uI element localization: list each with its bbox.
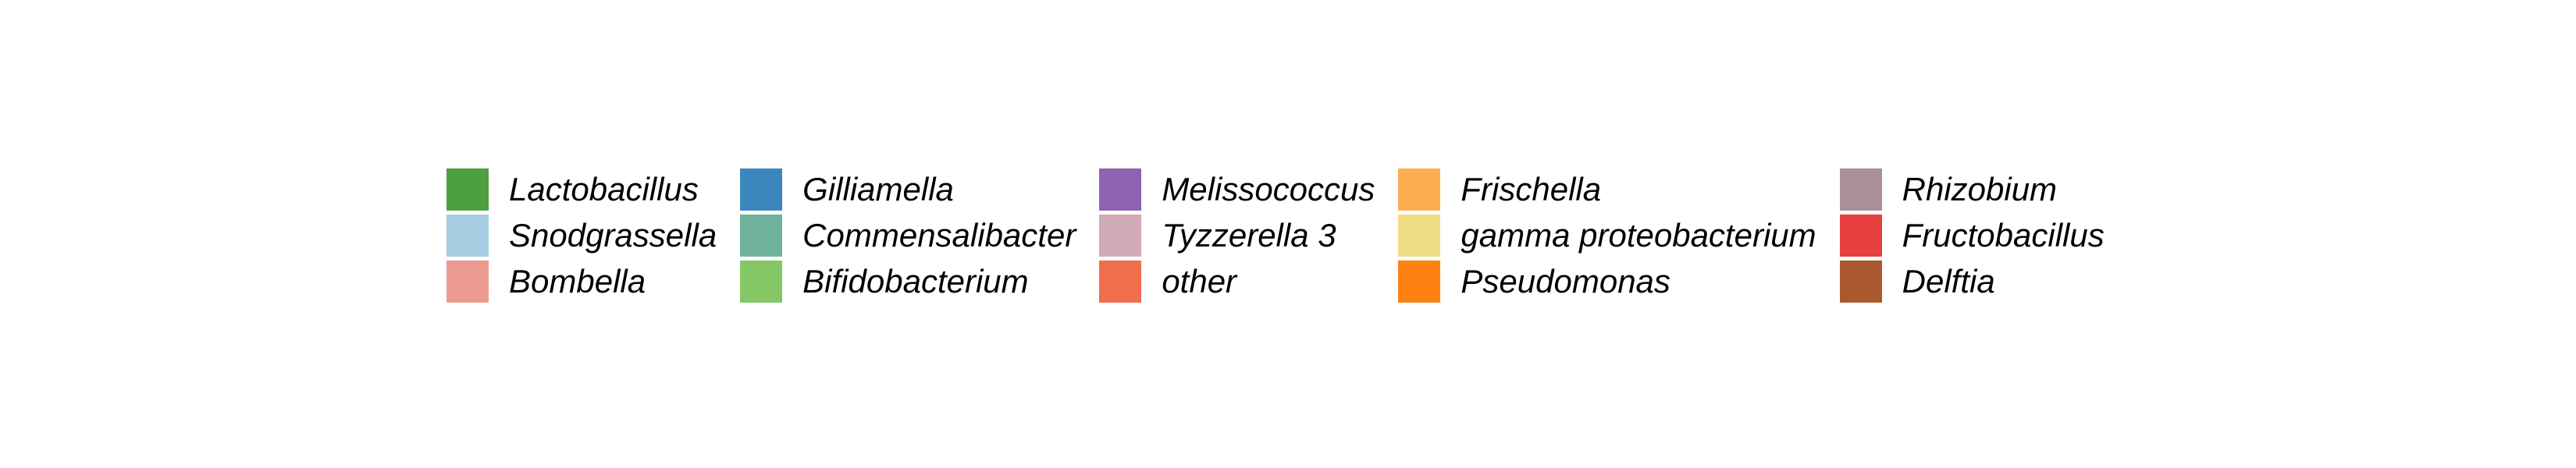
legend-swatch <box>1398 261 1441 303</box>
legend-label: Melissococcus <box>1162 171 1375 207</box>
legend-swatch <box>1099 168 1142 211</box>
legend-label: Fructobacillus <box>1902 217 2105 254</box>
legend-item: Melissococcus <box>1099 167 1375 212</box>
legend-label: Bombella <box>509 263 646 300</box>
legend-column: Frischella gamma proteobacterium Pseudomon… <box>1398 167 1816 305</box>
legend-item: Tyzzerella 3 <box>1099 213 1375 258</box>
legend-swatch <box>740 214 783 257</box>
legend-label: other <box>1162 263 1237 300</box>
legend-item: Delftia <box>1839 259 2105 304</box>
legend-column: Melissococcus Tyzzerella 3 other <box>1099 167 1375 305</box>
legend-label: Snodgrassella <box>509 217 717 254</box>
legend-item: Pseudomonas <box>1398 259 1816 304</box>
legend-item: gamma proteobacterium <box>1398 213 1816 258</box>
legend-label: Commensalibacter <box>802 217 1076 254</box>
legend-column: Lactobacillus Snodgrassella Bombella <box>447 167 717 305</box>
legend-label: Delftia <box>1902 263 1995 300</box>
legend-swatch <box>1099 214 1142 257</box>
legend-item: Lactobacillus <box>447 167 717 212</box>
legend-swatch <box>740 168 783 211</box>
legend-item: Gilliamella <box>740 167 1076 212</box>
legend-item: Fructobacillus <box>1839 213 2105 258</box>
legend-item: Frischella <box>1398 167 1816 212</box>
legend-column: Rhizobium Fructobacillus Delftia <box>1839 167 2105 305</box>
legend-label: Tyzzerella 3 <box>1162 217 1336 254</box>
legend-swatch <box>1398 168 1441 211</box>
legend-item: Rhizobium <box>1839 167 2105 212</box>
legend-label: Pseudomonas <box>1461 263 1670 300</box>
legend-item: Commensalibacter <box>740 213 1076 258</box>
legend-label: Frischella <box>1461 171 1602 207</box>
chart-legend: Lactobacillus Snodgrassella Bombella Gillia… <box>447 167 2105 305</box>
legend-item: Bombella <box>447 259 717 304</box>
legend-swatch <box>1398 214 1441 257</box>
legend-column: Gilliamella Commensalibacter Bifidobacteri… <box>740 167 1076 305</box>
legend-swatch <box>447 261 489 303</box>
legend-item: other <box>1099 259 1375 304</box>
legend-label: Lactobacillus <box>509 171 699 207</box>
legend-label: Gilliamella <box>802 171 954 207</box>
legend-swatch <box>1839 261 1882 303</box>
legend-label: gamma proteobacterium <box>1461 217 1816 254</box>
legend-swatch <box>1839 168 1882 211</box>
legend-swatch <box>1839 214 1882 257</box>
legend-item: Bifidobacterium <box>740 259 1076 304</box>
legend-label: Rhizobium <box>1902 171 2058 207</box>
legend-swatch <box>1099 261 1142 303</box>
legend-swatch <box>447 168 489 211</box>
legend-label: Bifidobacterium <box>802 263 1029 300</box>
legend-item: Snodgrassella <box>447 213 717 258</box>
legend-swatch <box>740 261 783 303</box>
legend-swatch <box>447 214 489 257</box>
